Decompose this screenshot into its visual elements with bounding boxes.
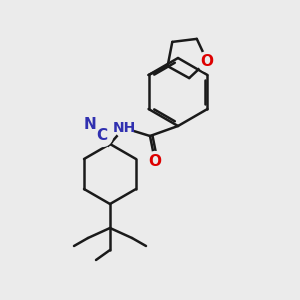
- Text: O: O: [201, 54, 214, 69]
- Text: N: N: [84, 117, 97, 132]
- Text: O: O: [148, 154, 161, 169]
- Text: NH: NH: [112, 121, 136, 135]
- Text: C: C: [96, 128, 107, 143]
